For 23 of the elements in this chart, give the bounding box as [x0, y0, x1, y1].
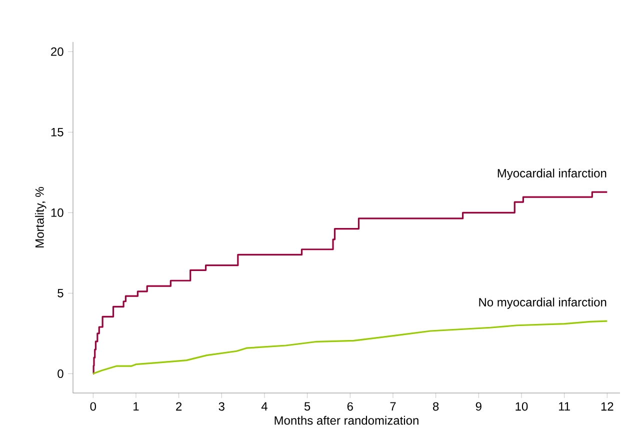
x-tick-label: 11 [559, 402, 570, 410]
x-tick-label: 6 [347, 402, 353, 411]
x-tick-label: 1 [134, 402, 139, 410]
x-tick-label: 4 [261, 402, 268, 410]
y-tick-label: 0 [58, 369, 64, 378]
x-tick-label: 10 [516, 402, 528, 411]
x-tick-label: 0 [90, 402, 96, 411]
x-axis-title: Months after randomization [274, 416, 418, 425]
y-tick-label: 10 [51, 208, 64, 217]
series-label: Myocardial infarction [498, 168, 606, 180]
x-tick-label: 8 [432, 402, 439, 411]
line-series [92, 320, 608, 374]
y-axis-title: Mortality, % [35, 187, 46, 248]
y-tick-label: 15 [51, 128, 64, 136]
x-tick-label: 2 [176, 402, 182, 411]
series-label: No myocardial infarction [479, 298, 606, 309]
y-tick-label: 5 [58, 288, 64, 298]
x-tick-label: 7 [390, 402, 396, 410]
x-tick-label: 12 [601, 402, 614, 411]
x-tick-label: 5 [304, 402, 310, 411]
x-tick-label: 3 [218, 402, 224, 411]
x-tick-label: 9 [476, 402, 482, 411]
y-tick-label: 20 [51, 47, 64, 56]
